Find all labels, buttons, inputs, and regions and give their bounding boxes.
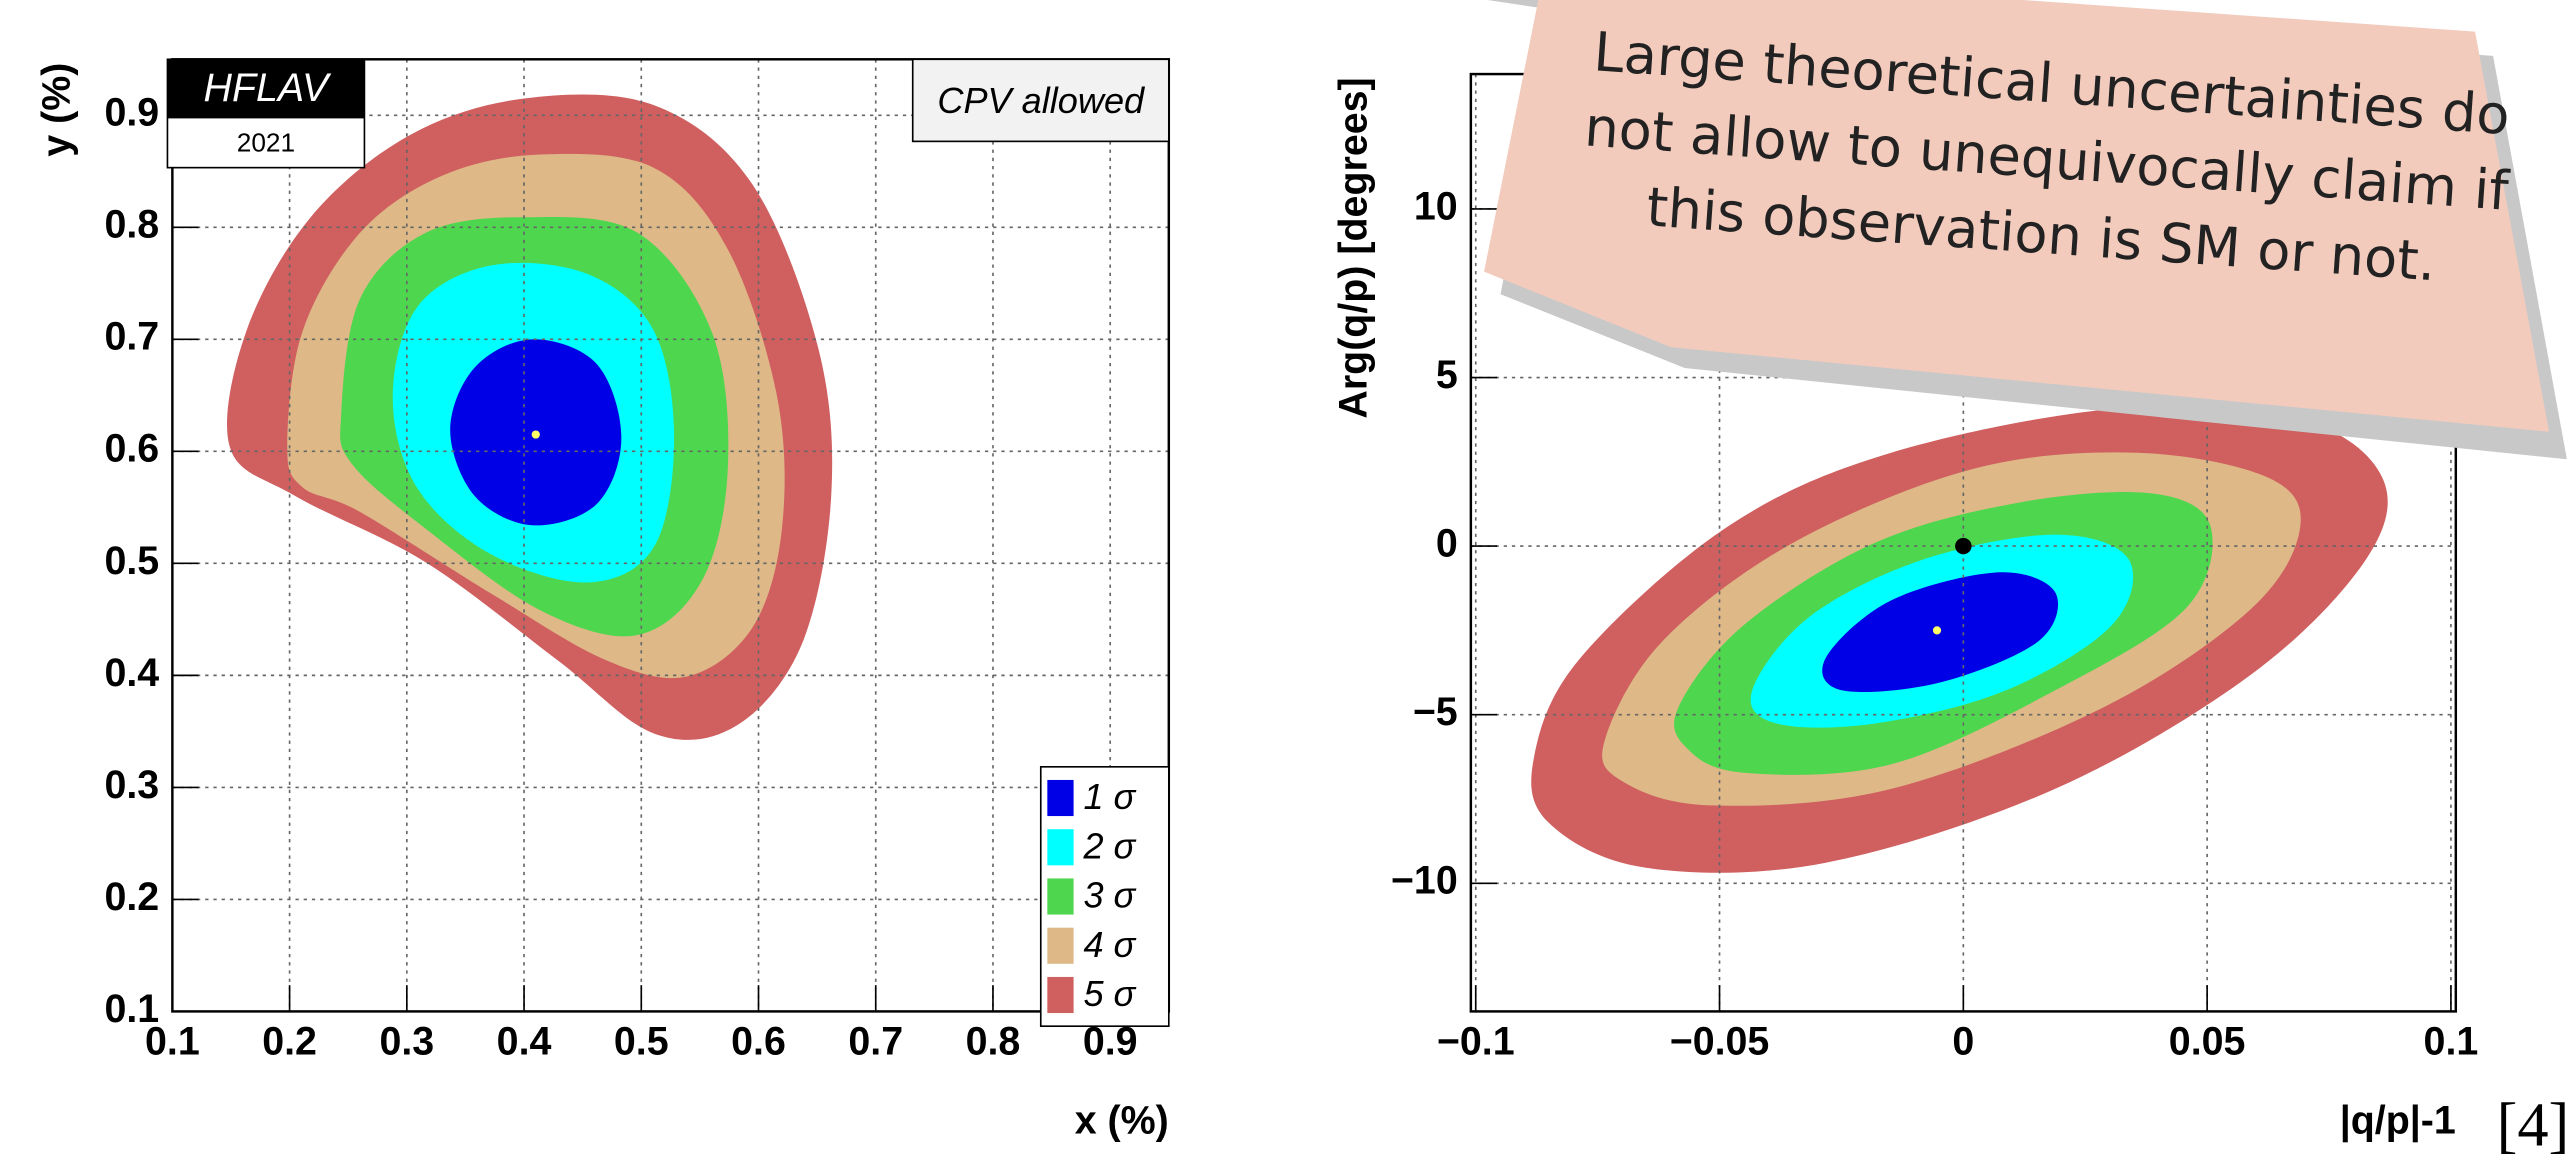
x-tick-label: −0.1 [1437, 1020, 1515, 1064]
legend-swatch [1047, 779, 1074, 817]
x-tick-label: −0.05 [1670, 1020, 1770, 1064]
footnote: [4] [2497, 1091, 2570, 1160]
x-tick-label: 0.8 [966, 1020, 1021, 1064]
plot-frame [171, 58, 1171, 1013]
y-tick-label: 0.2 [104, 875, 159, 919]
y-tick-label: 0.1 [104, 987, 159, 1031]
y-axis-label: y (%) [35, 63, 79, 157]
legend-swatch [1047, 829, 1074, 866]
label-text: CPV allowed [937, 80, 1146, 121]
x-tick-label: 0.3 [379, 1020, 434, 1064]
y-tick-label: 0 [1436, 522, 1458, 566]
sm-point [1955, 537, 1972, 555]
x-tick-label: 0 [1952, 1020, 1974, 1064]
y-tick-label: 0.7 [104, 315, 159, 359]
badge-year: 2021 [237, 128, 295, 158]
x-tick-label: 0.1 [2424, 1020, 2479, 1064]
legend-label: 1 σ [1083, 776, 1136, 817]
callout-shape [1246, 0, 2550, 432]
best-fit-point [531, 430, 540, 439]
plot: 0.1 0.2 0.3 0.4 0.5 0.6 0.7 0.8 0.9 0.1 0.2 0.3 0.4 0… [35, 58, 1171, 1142]
y-tick-label: 0.6 [104, 427, 159, 471]
badge-title: HFLAV [204, 66, 332, 110]
legend-label: 2 σ [1082, 825, 1136, 866]
x-tick-label: 0.6 [731, 1020, 786, 1064]
x-tick-label: 0.2 [262, 1020, 317, 1064]
legend-label: 5 σ [1083, 973, 1136, 1014]
legend-swatch [1047, 976, 1074, 1014]
y-tick-label: 5 [1436, 353, 1458, 397]
x-tick-label: 0.4 [497, 1020, 552, 1064]
x-axis-label: x (%) [1075, 1098, 1169, 1142]
legend-swatch [1047, 878, 1074, 915]
y-tick-label: 0.5 [104, 539, 159, 583]
x-tick-label: 0.1 [145, 1020, 200, 1064]
y-tick-label: −10 [1391, 859, 1458, 903]
x-tick-label: 0.5 [614, 1020, 669, 1064]
y-axis-label: Arg(q/p) [degrees] [1331, 77, 1375, 418]
y-tick-label: 10 [1414, 184, 1458, 228]
x-tick-label: 0.7 [848, 1020, 903, 1064]
y-tick-label: −5 [1413, 690, 1458, 734]
label-box [911, 58, 1170, 143]
y-tick-label: 0.3 [104, 763, 159, 807]
legend-swatch [1047, 927, 1074, 964]
best-fit-point [1932, 626, 1942, 635]
y-tick-label: 0.8 [104, 203, 159, 247]
x-tick-label: 0.05 [2169, 1020, 2246, 1064]
y-tick-label: 0.4 [104, 651, 159, 695]
legend-label: 4 σ [1083, 924, 1136, 965]
badge-top [167, 59, 365, 119]
y-tick-label: 0.9 [104, 91, 159, 135]
legend-label: 3 σ [1083, 875, 1136, 916]
x-axis-label: |q/p|-1 [2340, 1098, 2456, 1142]
